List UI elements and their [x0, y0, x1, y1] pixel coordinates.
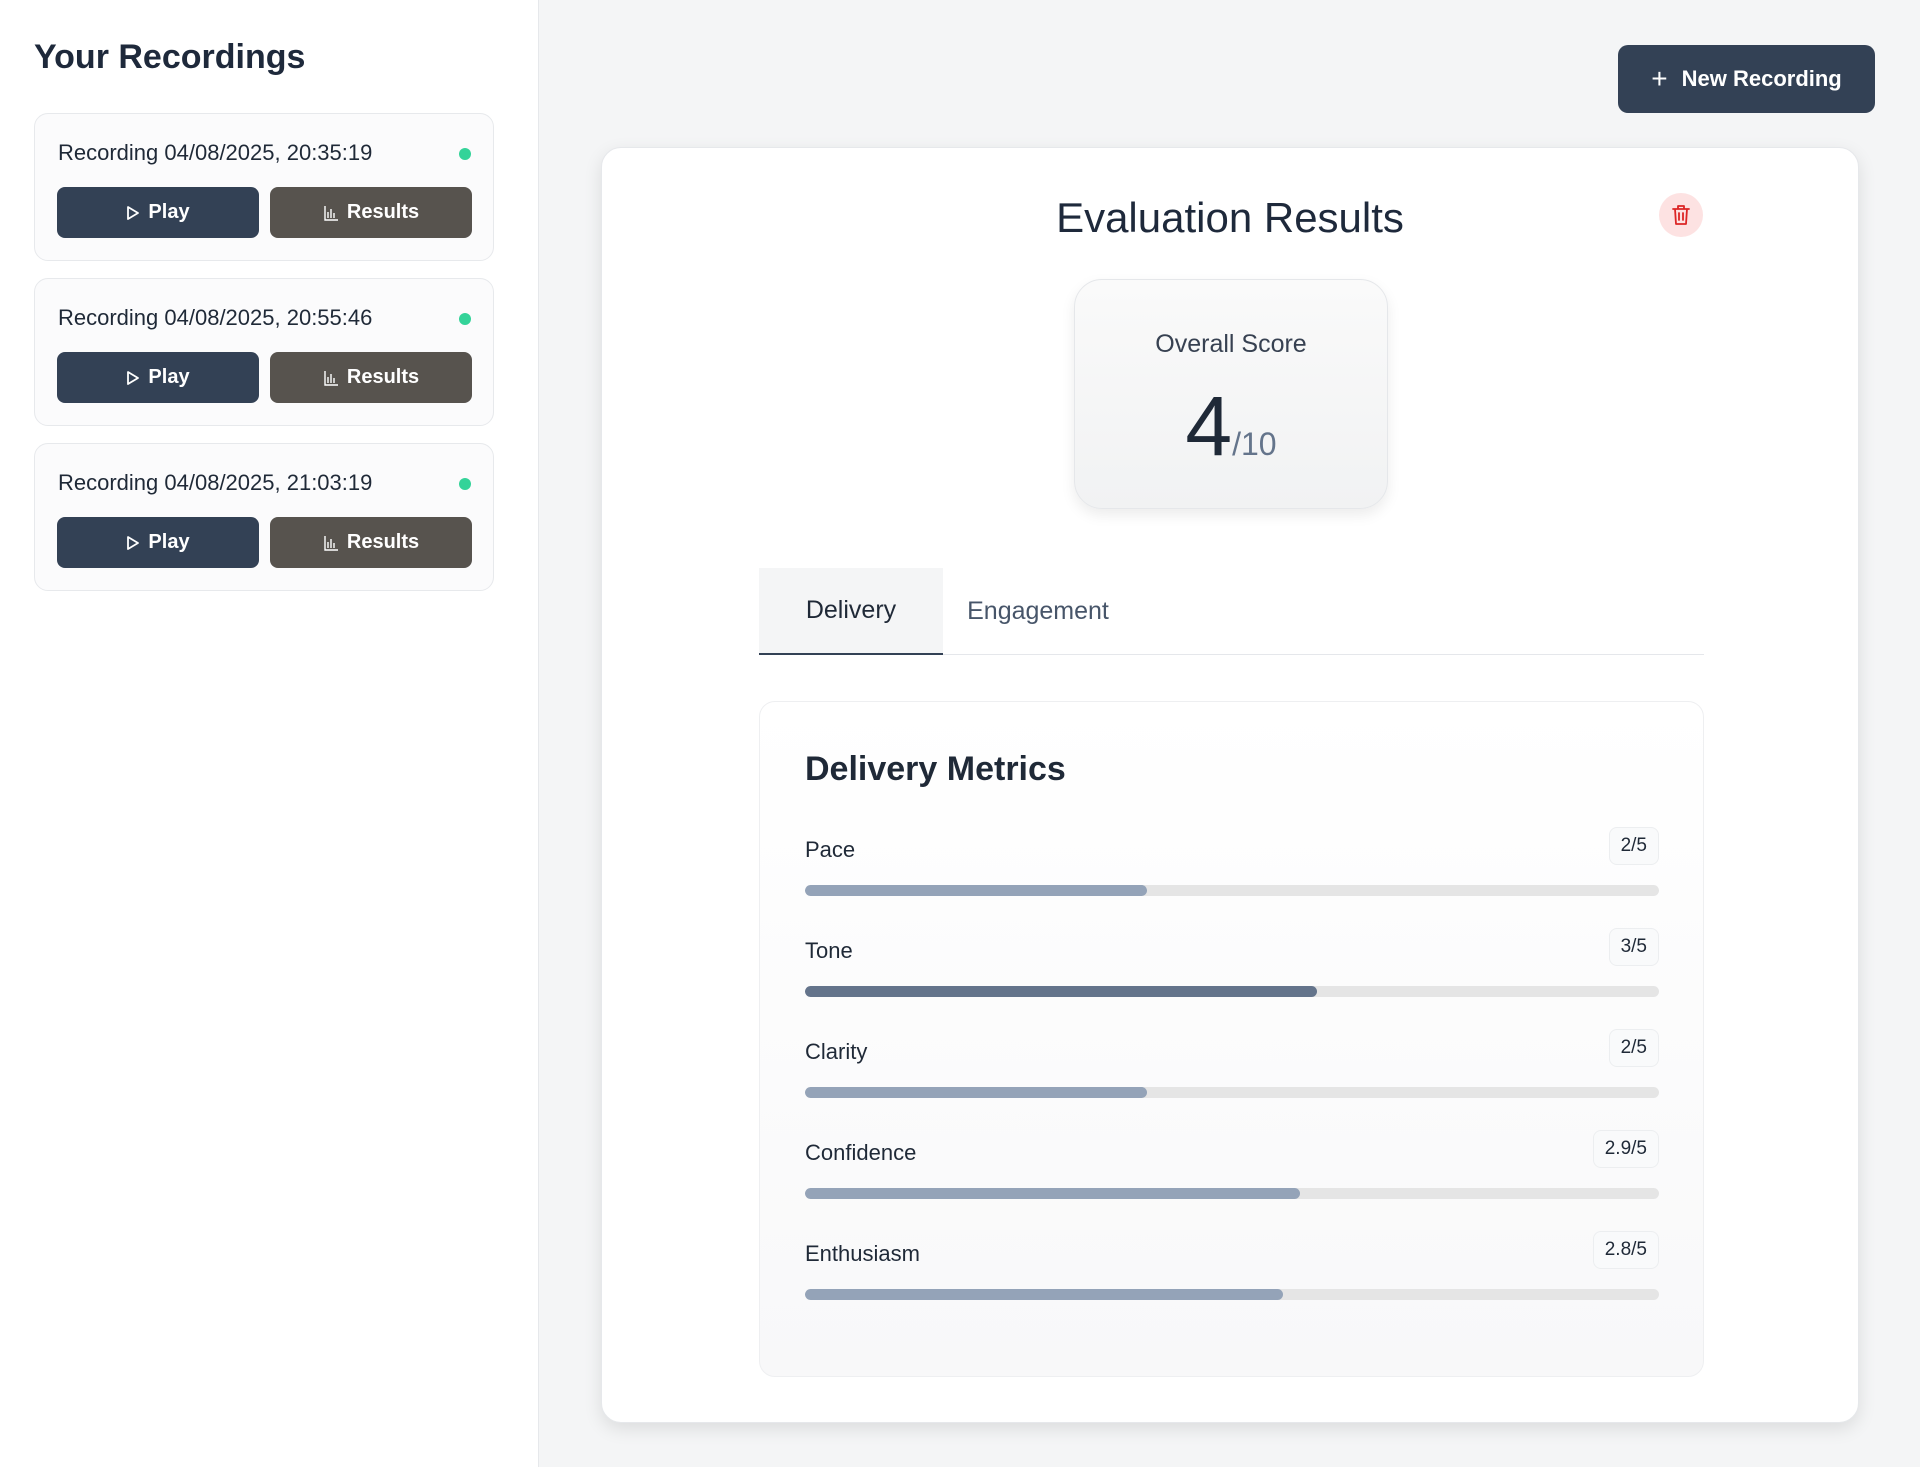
- results-label: Results: [346, 531, 420, 553]
- metric-clarity: Clarity 2/5: [805, 1029, 1659, 1099]
- trash-icon: [1672, 205, 1690, 225]
- bar-chart-icon: [324, 370, 338, 386]
- metric-tone: Tone 3/5: [805, 928, 1659, 998]
- metric-score-badge: 2.8/5: [1592, 1231, 1659, 1269]
- play-icon: [127, 535, 140, 550]
- results-label: Results: [346, 201, 420, 223]
- metric-progress-fill: [805, 1188, 1301, 1199]
- evaluation-panel: Evaluation Results Overall Score 4 /10 D…: [601, 147, 1859, 1423]
- overall-score-max: /10: [1232, 426, 1277, 462]
- metric-progress-track: [805, 1188, 1659, 1199]
- metric-progress-track: [805, 986, 1659, 997]
- play-icon: [127, 370, 140, 385]
- play-button[interactable]: Play: [57, 352, 259, 403]
- play-label: Play: [148, 366, 190, 388]
- metric-score-badge: 3/5: [1608, 928, 1659, 966]
- metric-progress-fill: [805, 885, 1147, 896]
- metric-enthusiasm: Enthusiasm 2.8/5: [805, 1231, 1659, 1301]
- recording-title: Recording 04/08/2025, 20:35:19: [58, 140, 373, 165]
- recording-title: Recording 04/08/2025, 20:55:46: [58, 305, 373, 330]
- metric-label: Pace: [805, 837, 856, 862]
- metric-score-badge: 2.9/5: [1592, 1130, 1659, 1168]
- status-dot: [459, 148, 471, 160]
- recording-card: Recording 04/08/2025, 20:35:19 Play Resu…: [34, 113, 494, 261]
- metric-progress-fill: [805, 1087, 1147, 1098]
- results-label: Results: [346, 366, 420, 388]
- new-recording-label: New Recording: [1681, 66, 1842, 91]
- metric-tabs: Delivery Engagement: [759, 568, 1704, 655]
- metric-progress-track: [805, 1289, 1659, 1300]
- play-label: Play: [148, 531, 190, 553]
- overall-score-value: 4: [1185, 379, 1233, 473]
- tab-engagement[interactable]: Engagement: [967, 597, 1109, 625]
- metric-score-badge: 2/5: [1608, 827, 1659, 865]
- delete-button[interactable]: [1659, 193, 1703, 237]
- metric-confidence: Confidence 2.9/5: [805, 1130, 1659, 1200]
- metric-label: Confidence: [805, 1140, 917, 1165]
- play-button[interactable]: Play: [57, 517, 259, 568]
- overall-score-card: Overall Score 4 /10: [1074, 279, 1388, 509]
- metric-label: Clarity: [805, 1039, 868, 1064]
- metric-label: Enthusiasm: [805, 1241, 920, 1266]
- evaluation-title: Evaluation Results: [1056, 194, 1404, 241]
- play-icon: [127, 205, 140, 220]
- status-dot: [459, 313, 471, 325]
- metrics-title: Delivery Metrics: [805, 750, 1066, 788]
- new-recording-button[interactable]: + New Recording: [1618, 45, 1875, 113]
- delivery-metrics-card: Delivery Metrics Pace 2/5 Tone 3/5 Clari…: [759, 701, 1704, 1377]
- metric-progress-track: [805, 885, 1659, 896]
- results-button[interactable]: Results: [270, 517, 472, 568]
- recording-title: Recording 04/08/2025, 21:03:19: [58, 470, 373, 495]
- overall-score: 4 /10: [1075, 384, 1387, 468]
- results-button[interactable]: Results: [270, 352, 472, 403]
- results-button[interactable]: Results: [270, 187, 472, 238]
- status-dot: [459, 478, 471, 490]
- bar-chart-icon: [324, 205, 338, 221]
- recording-card: Recording 04/08/2025, 21:03:19 Play Resu…: [34, 443, 494, 591]
- recording-card: Recording 04/08/2025, 20:55:46 Play Resu…: [34, 278, 494, 426]
- metric-progress-fill: [805, 1289, 1284, 1300]
- tab-delivery[interactable]: Delivery: [759, 568, 943, 655]
- metric-score-badge: 2/5: [1608, 1029, 1659, 1067]
- metric-progress-fill: [805, 986, 1318, 997]
- metric-pace: Pace 2/5: [805, 827, 1659, 897]
- sidebar: Your Recordings Recording 04/08/2025, 20…: [0, 0, 539, 1467]
- metric-label: Tone: [805, 938, 853, 963]
- sidebar-title: Your Recordings: [34, 38, 306, 76]
- play-label: Play: [148, 201, 190, 223]
- overall-score-label: Overall Score: [1155, 330, 1307, 358]
- plus-icon: +: [1651, 63, 1668, 94]
- bar-chart-icon: [324, 535, 338, 551]
- metric-progress-track: [805, 1087, 1659, 1098]
- play-button[interactable]: Play: [57, 187, 259, 238]
